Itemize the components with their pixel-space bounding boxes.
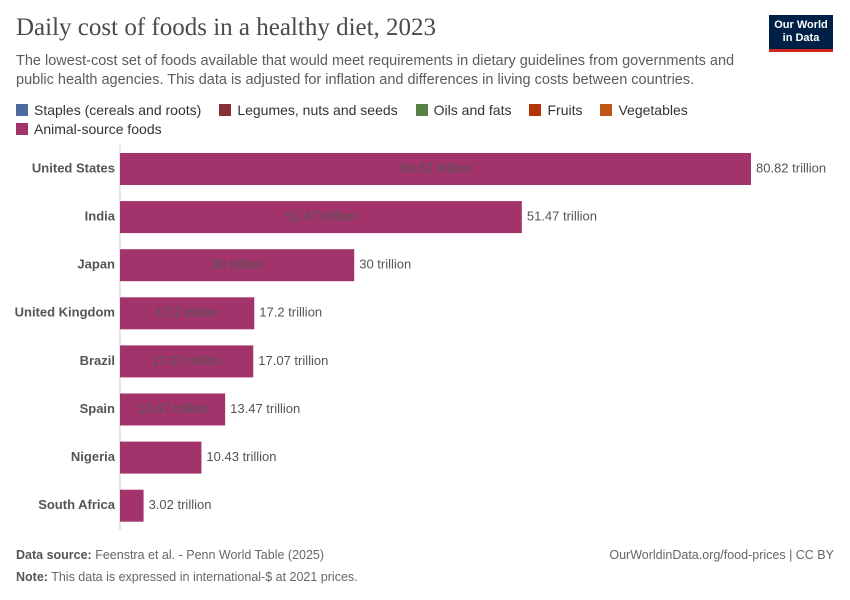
note: Note: This data is expressed in internat… [16, 570, 358, 584]
total-label: 17.07 trillion [258, 353, 328, 368]
total-label: 3.02 trillion [149, 497, 212, 512]
category-label: Japan [77, 257, 115, 272]
note-text: This data is expressed in international-… [51, 570, 358, 584]
source-url[interactable]: OurWorldinData.org/food-prices | CC BY [609, 548, 834, 562]
legend-item[interactable]: Legumes, nuts and seeds [219, 101, 398, 118]
source-text: Feenstra et al. - Penn World Table (2025… [95, 548, 325, 562]
category-label: South Africa [38, 497, 116, 512]
total-label: 17.2 trillion [259, 305, 322, 320]
bar-segment [120, 249, 355, 282]
bar-value-label: 30 trillion [211, 257, 263, 272]
legend-label: Animal-source foods [34, 120, 162, 137]
legend-label: Legumes, nuts and seeds [237, 101, 398, 118]
total-label: 80.82 trillion [756, 160, 826, 175]
category-label: Brazil [80, 353, 115, 368]
category-label: United States [32, 160, 115, 175]
legend-label: Oils and fats [433, 101, 512, 118]
category-label: Spain [80, 401, 115, 416]
category-label: United Kingdom [15, 305, 115, 320]
legend-swatch [219, 103, 232, 116]
category-label: India [85, 209, 116, 224]
bar-value-label: 17.2 trillion [156, 305, 219, 320]
bar-segment [120, 393, 226, 426]
legend: Staples (cereals and roots) Legumes, nuts… [16, 101, 716, 137]
bar-value-label: 17.07 trillion [152, 353, 222, 368]
total-label: 51.47 trillion [527, 209, 597, 224]
chart-title: Daily cost of foods in a healthy diet, 2… [16, 14, 437, 41]
chart-subtitle: The lowest-cost set of foods available t… [16, 53, 735, 88]
bar-segment [120, 201, 522, 234]
total-label: 30 trillion [359, 257, 411, 272]
bar-value-label: 80.82 trillion [400, 160, 470, 175]
logo[interactable]: Our World in Data [769, 15, 833, 52]
total-label: 13.47 trillion [230, 401, 300, 416]
bar-segment [120, 441, 202, 474]
bar-value-label: 51.47 trillion [286, 209, 356, 224]
legend-label: Fruits [547, 101, 583, 118]
legend-label: Vegetables [618, 101, 688, 118]
bar-segment [120, 489, 144, 522]
bar-segment [120, 345, 254, 378]
bar-value-label: 13.47 trillion [138, 401, 208, 416]
category-label: Nigeria [71, 449, 116, 464]
logo-text: Our World [774, 19, 828, 31]
legend-item[interactable]: Animal-source foods [16, 120, 162, 137]
legend-label: Staples (cereals and roots) [34, 101, 202, 118]
legend-item[interactable]: Fruits [529, 101, 582, 118]
legend-swatch [529, 103, 542, 116]
bar-segment [120, 297, 255, 330]
logo-text: in Data [782, 32, 820, 44]
legend-swatch [600, 103, 613, 116]
legend-item[interactable]: Vegetables [600, 101, 688, 118]
legend-item[interactable]: Staples (cereals and roots) [16, 101, 201, 118]
source-label: Data source: [16, 548, 92, 562]
total-label: 10.43 trillion [206, 449, 276, 464]
legend-item[interactable]: Oils and fats [415, 101, 512, 118]
source: Data source: Feenstra et al. - Penn Worl… [16, 548, 324, 562]
note-label: Note: [16, 570, 48, 584]
bar-segment [120, 153, 751, 185]
legend-swatch [16, 103, 28, 116]
legend-swatch [415, 103, 428, 116]
legend-swatch [16, 122, 28, 135]
